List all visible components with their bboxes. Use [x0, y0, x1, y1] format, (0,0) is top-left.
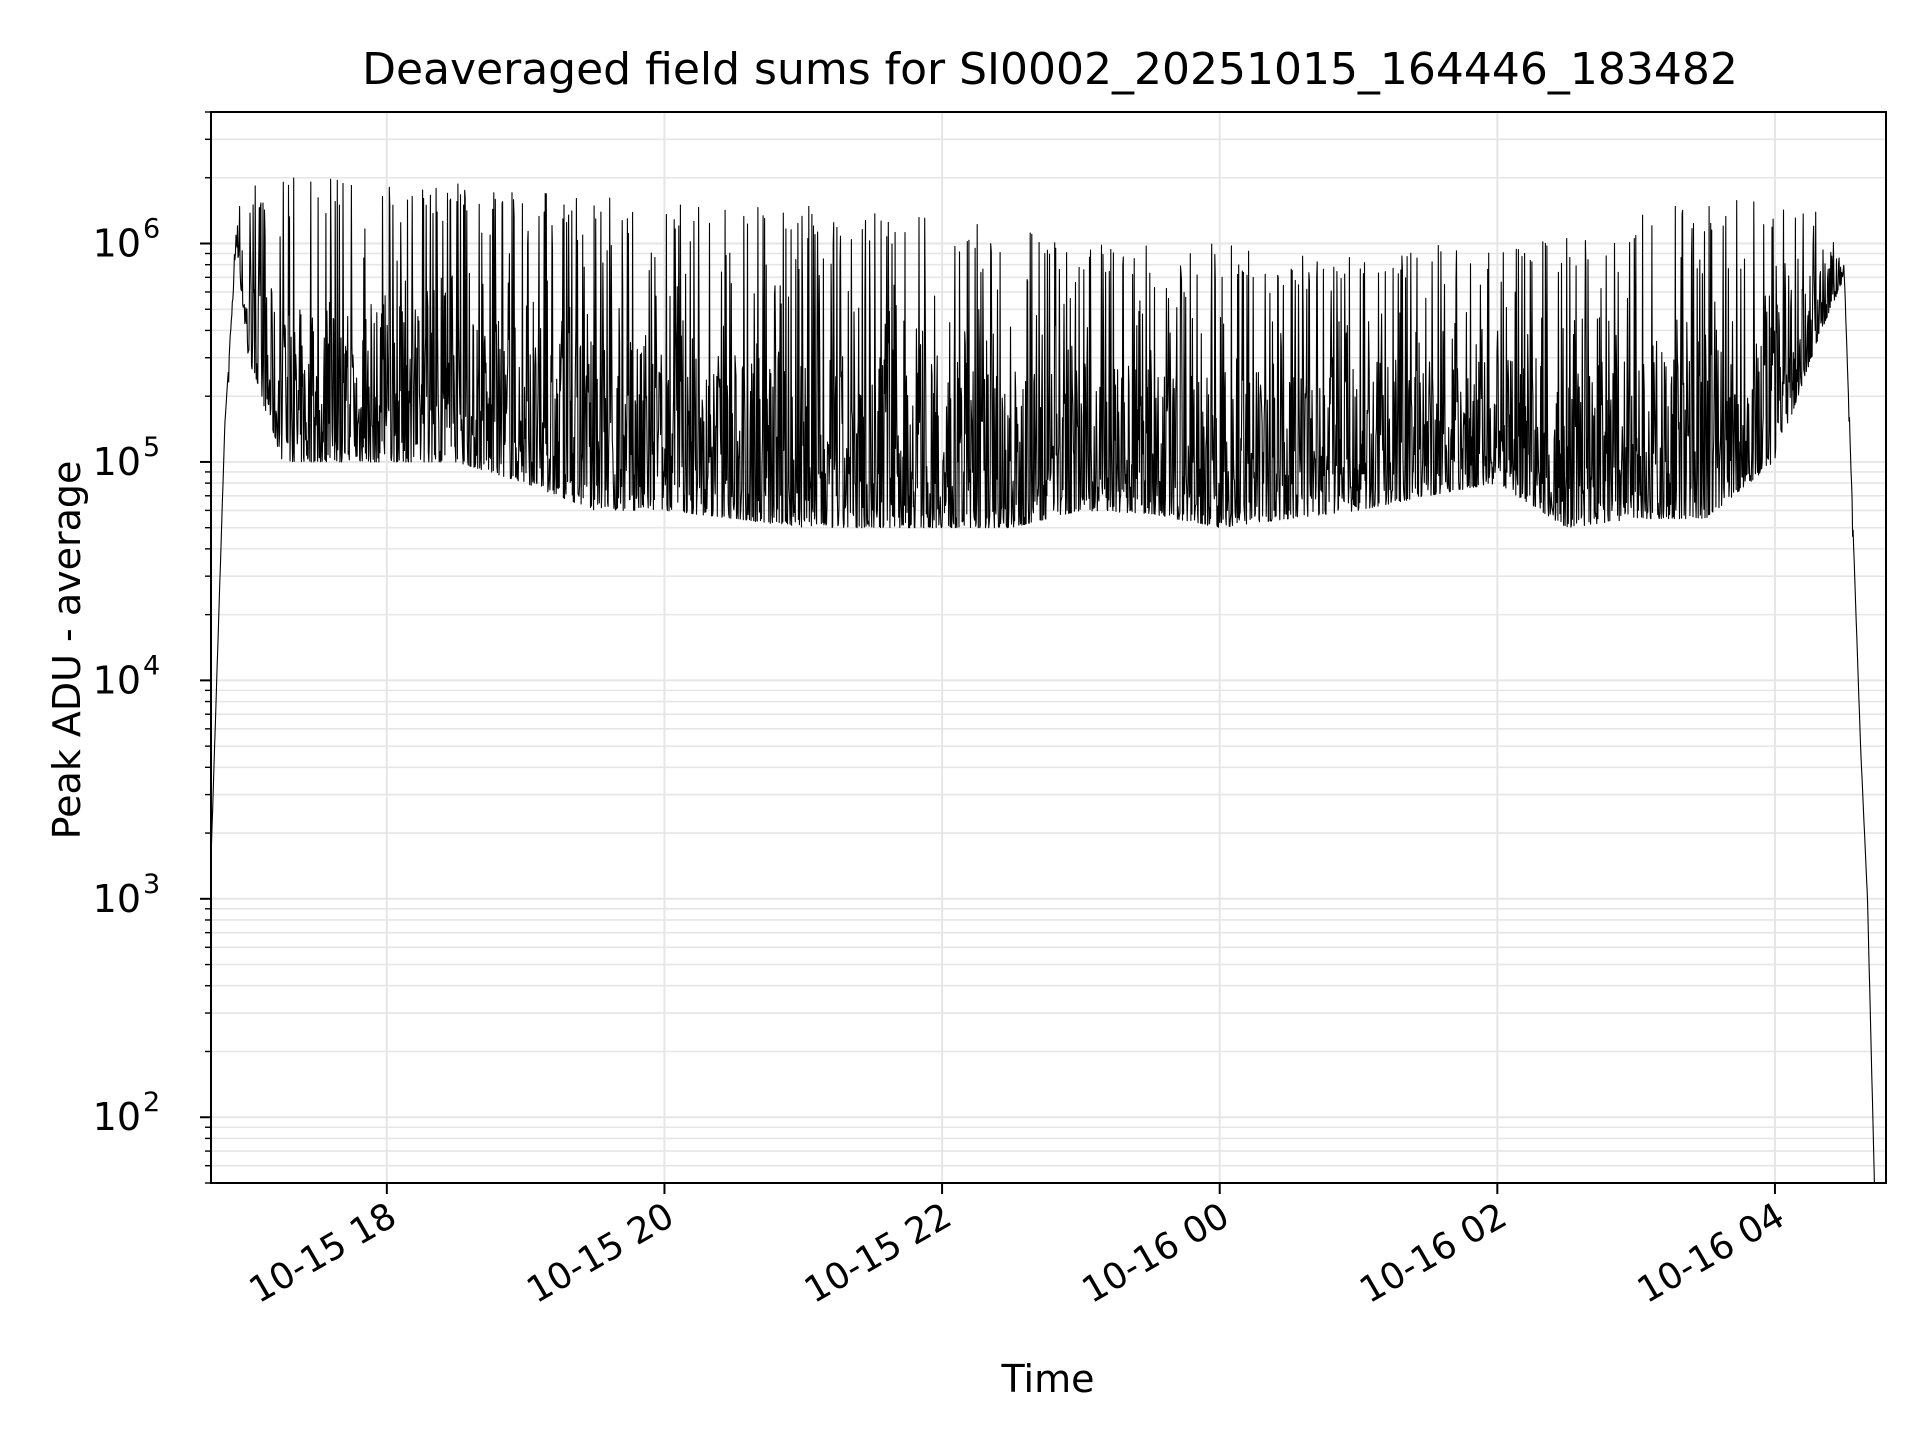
chart-title: Deaveraged field sums for SI0002_2025101…	[362, 44, 1738, 95]
y-axis-label: Peak ADU - average	[45, 461, 89, 840]
y-tick-label: 10	[93, 877, 141, 921]
series-line	[210, 177, 1875, 1184]
x-tick-label: 10-16 00	[1076, 1195, 1237, 1311]
y-tick-label: 10	[93, 440, 141, 484]
plot-frame	[210, 111, 1887, 1184]
series-line-layer	[210, 177, 1875, 1184]
y-tick-label-exponent: 4	[143, 650, 160, 681]
y-tick-label-exponent: 2	[143, 1087, 160, 1118]
y-tick-label-exponent: 5	[143, 432, 160, 463]
y-tick-label: 10	[93, 1095, 141, 1139]
x-axis-label: Time	[1001, 1357, 1095, 1401]
y-tick-label: 10	[93, 658, 141, 702]
grid-lines	[211, 111, 1886, 1184]
y-tick-label: 10	[93, 222, 141, 266]
x-tick-label: 10-15 18	[243, 1195, 404, 1311]
y-tick-label-exponent: 6	[143, 214, 160, 245]
y-tick-label-exponent: 3	[143, 869, 160, 900]
x-tick-label: 10-15 20	[520, 1195, 681, 1311]
x-tick-label: 10-16 02	[1353, 1195, 1514, 1311]
x-tick-label: 10-16 04	[1631, 1195, 1792, 1311]
x-tick-label: 10-15 22	[798, 1195, 959, 1311]
x-axis-ticks: 10-15 18 10-15 20 10-15 22 10-16 00 10-16 02…	[243, 1183, 1792, 1312]
